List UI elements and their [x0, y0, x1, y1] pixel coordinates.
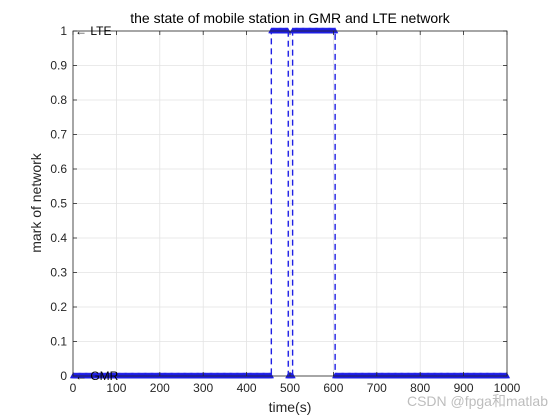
x-tick-label: 700 — [367, 381, 387, 395]
y-axis-label: mark of network — [28, 152, 44, 253]
data-point-marker — [284, 27, 291, 34]
annotation-label: ← LTE — [75, 24, 111, 38]
y-tick-label: 0.5 — [50, 197, 67, 211]
y-tick-label: 0 — [60, 369, 67, 383]
x-tick-label: 900 — [454, 381, 474, 395]
y-tick-label: 0.3 — [50, 266, 67, 280]
y-tick-label: 0.9 — [50, 59, 67, 73]
x-tick-label: 0 — [70, 381, 77, 395]
x-tick-label: 400 — [237, 381, 257, 395]
data-point-marker — [267, 372, 274, 379]
x-tick-label: 200 — [150, 381, 170, 395]
chart-title: the state of mobile station in GMR and L… — [130, 10, 451, 26]
x-tick-label: 100 — [106, 381, 126, 395]
y-tick-label: 0.2 — [50, 300, 67, 314]
y-tick-label: 0.6 — [50, 162, 67, 176]
data-point-marker — [332, 27, 339, 34]
series-layer — [69, 27, 511, 379]
y-tick-label: 0.1 — [50, 335, 67, 349]
x-axis-label: time(s) — [269, 399, 312, 415]
data-point-marker — [289, 372, 296, 379]
annotations: ← LTE ← GMR — [75, 24, 119, 383]
y-tick-labels: 0 0.1 0.2 0.3 0.4 0.5 0.6 0.7 0.8 0.9 1 — [50, 24, 67, 383]
y-tick-label: 0.8 — [50, 93, 67, 107]
x-tick-label: 1000 — [494, 381, 521, 395]
y-tick-label: 0.7 — [50, 128, 67, 142]
x-tick-labels: 0 100 200 300 400 500 600 700 800 900 1000 — [70, 381, 521, 395]
annotation-label: ← GMR — [75, 369, 119, 383]
series-markers — [69, 27, 511, 379]
y-tick-label: 0.4 — [50, 231, 67, 245]
x-tick-label: 300 — [193, 381, 213, 395]
tick-marks — [72, 30, 508, 377]
watermark: CSDN @fpga和matlab — [407, 393, 548, 409]
x-tick-label: 500 — [280, 381, 300, 395]
y-tick-label: 1 — [60, 24, 67, 38]
x-tick-label: 600 — [323, 381, 343, 395]
x-tick-label: 800 — [410, 381, 430, 395]
series-line — [73, 30, 507, 377]
